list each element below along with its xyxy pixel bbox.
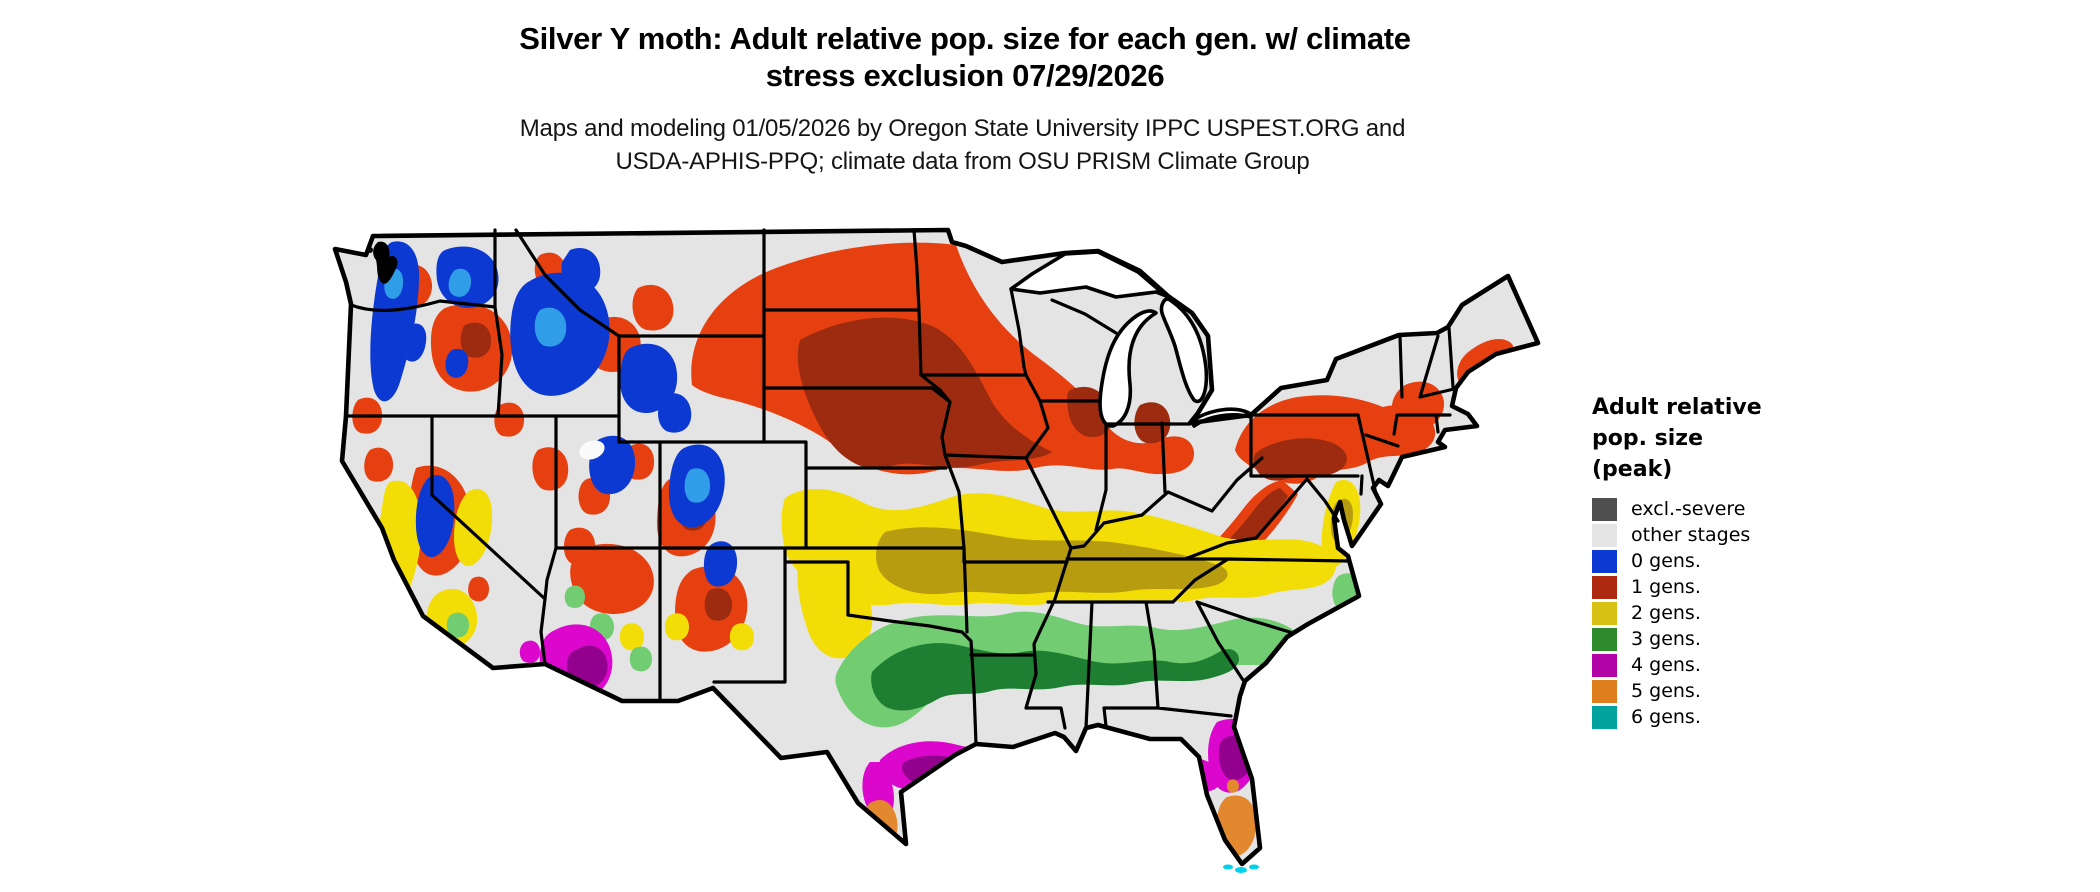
legend-swatch-5-gens bbox=[1592, 679, 1617, 703]
region-gen2-az-speck-1 bbox=[619, 623, 644, 651]
figure-title-line1: Silver Y moth: Adult relative pop. size … bbox=[519, 21, 1411, 56]
legend-label: other stages bbox=[1631, 524, 1751, 546]
great-salt-lake bbox=[579, 440, 605, 460]
legend-swatch-4-gens bbox=[1592, 653, 1617, 677]
puget-sound-inlet bbox=[367, 247, 373, 253]
figure-title-line2: stress exclusion 07/29/2026 bbox=[765, 58, 1165, 93]
legend-swatch-2-gens bbox=[1592, 601, 1617, 625]
generation-color-regions bbox=[352, 241, 1514, 857]
legend-item-1-gens: 1 gens. bbox=[1592, 574, 1822, 600]
legend-swatch-excl-severe bbox=[1592, 497, 1617, 521]
region-gen1-new-mexico-core bbox=[704, 588, 733, 621]
region-gen1-plains-core bbox=[797, 317, 1052, 469]
region-gen1-pennsylvania-core bbox=[1253, 438, 1347, 481]
legend-swatch-other-stages bbox=[1592, 523, 1617, 547]
region-gen0-sierra bbox=[415, 475, 455, 558]
legend-swatch-3-gens bbox=[1592, 627, 1617, 651]
region-gen4-seca-speck bbox=[519, 640, 540, 663]
figure-title: Silver Y moth: Adult relative pop. size … bbox=[0, 20, 1930, 94]
us-map-svg bbox=[332, 227, 1541, 873]
puget-sound bbox=[373, 241, 398, 284]
lake-michigan bbox=[1098, 309, 1158, 428]
legend-label: 2 gens. bbox=[1631, 602, 1701, 624]
region-gen6-keys-1 bbox=[1223, 864, 1233, 870]
legend-swatch-6-gens bbox=[1592, 705, 1617, 729]
region-gen0-light-colorado bbox=[684, 468, 711, 503]
us-generations-map bbox=[240, 150, 1580, 892]
region-gen1-socal-speck bbox=[468, 576, 489, 602]
region-gen3-az-speck-2 bbox=[629, 646, 652, 672]
legend-label: 3 gens. bbox=[1631, 628, 1701, 650]
legend-title-line2: pop. size bbox=[1592, 426, 1703, 451]
region-gen0-wind-river bbox=[657, 393, 692, 433]
legend-item-excl-severe: excl.-severe bbox=[1592, 496, 1822, 522]
legend-item-other-stages: other stages bbox=[1592, 522, 1822, 548]
region-gen5-florida-speck bbox=[1227, 779, 1239, 793]
legend-label: 4 gens. bbox=[1631, 654, 1701, 676]
region-gen0-oregon-streak-2 bbox=[445, 348, 469, 378]
region-gen4-texas-core bbox=[902, 755, 1026, 791]
region-gen1-norcal-coast-2 bbox=[364, 447, 394, 482]
legend-item-4-gens: 4 gens. bbox=[1592, 652, 1822, 678]
legend-label: 1 gens. bbox=[1631, 576, 1701, 598]
legend-title-line3: (peak) bbox=[1592, 457, 1673, 482]
us-border-outline bbox=[332, 227, 1541, 867]
state-boundaries bbox=[344, 228, 1456, 746]
region-gen1-mogollon-rim bbox=[570, 543, 654, 614]
region-gen6-keys-3 bbox=[1249, 864, 1259, 870]
legend-item-6-gens: 6 gens. bbox=[1592, 704, 1822, 730]
region-gen0-light-idaho bbox=[534, 307, 567, 347]
region-gen0-bitterroot bbox=[561, 248, 601, 293]
region-gen3-ca-speck-1 bbox=[564, 585, 585, 608]
legend: Adult relative pop. size (peak) excl.-se… bbox=[1592, 392, 1822, 730]
region-gen0-light-washington bbox=[448, 268, 472, 297]
legend-item-0-gens: 0 gens. bbox=[1592, 548, 1822, 574]
region-gen2-texas-panhandle bbox=[797, 552, 873, 659]
figure-subtitle-line1: Maps and modeling 01/05/2026 by Oregon S… bbox=[519, 115, 1406, 142]
figure-subtitle-line2: USDA-APHIS-PPQ; climate data from OSU PR… bbox=[615, 148, 1310, 175]
region-gen1-nv-patch-1 bbox=[532, 447, 569, 491]
legend-label: 6 gens. bbox=[1631, 706, 1701, 728]
lake-huron bbox=[1159, 297, 1209, 404]
region-gen3-ca-speck-2 bbox=[446, 612, 469, 638]
region-gen0-oregon-streak-1 bbox=[401, 323, 427, 362]
region-gen3-band-core bbox=[871, 643, 1239, 711]
legend-item-2-gens: 2 gens. bbox=[1592, 600, 1822, 626]
legend-item-5-gens: 5 gens. bbox=[1592, 678, 1822, 704]
region-gen0-yellowstone bbox=[619, 343, 678, 414]
region-gen1-nv-north-patch bbox=[494, 402, 525, 437]
legend-item-3-gens: 3 gens. bbox=[1592, 626, 1822, 652]
legend-label: 0 gens. bbox=[1631, 550, 1701, 572]
legend-label: 5 gens. bbox=[1631, 680, 1701, 702]
legend-items: excl.-severe other stages 0 gens. 1 gens… bbox=[1592, 496, 1822, 730]
legend-label: excl.-severe bbox=[1631, 498, 1746, 520]
region-gen6-keys-2 bbox=[1235, 867, 1247, 873]
region-gen2-nm-speck bbox=[729, 623, 754, 651]
legend-swatch-1-gens bbox=[1592, 575, 1617, 599]
region-gen1-bighorn bbox=[699, 351, 733, 392]
region-gen1-blue-mountains-core bbox=[460, 322, 492, 358]
region-gen0-nm-north bbox=[703, 541, 738, 587]
region-gen1-montana-sw-patch bbox=[632, 284, 674, 331]
region-gen1-black-hills bbox=[764, 357, 796, 394]
figure-subtitle: Maps and modeling 01/05/2026 by Oregon S… bbox=[0, 112, 1925, 178]
legend-title-line1: Adult relative bbox=[1592, 395, 1762, 420]
legend-title: Adult relative pop. size (peak) bbox=[1592, 392, 1822, 485]
legend-swatch-0-gens bbox=[1592, 549, 1617, 573]
region-gen2-west-nevada bbox=[454, 488, 493, 567]
region-gen2-az-speck-2 bbox=[664, 613, 689, 641]
region-gen4-arizona-core bbox=[566, 645, 608, 689]
